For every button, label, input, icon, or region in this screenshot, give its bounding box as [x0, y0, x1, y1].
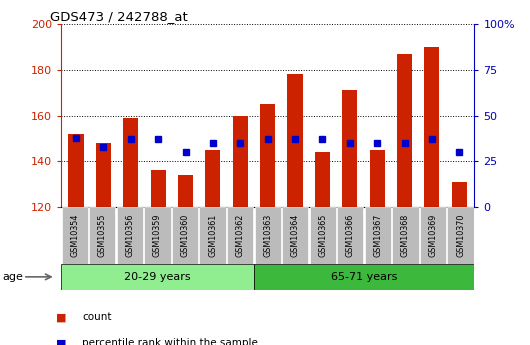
FancyBboxPatch shape	[89, 207, 116, 264]
FancyBboxPatch shape	[61, 207, 88, 264]
Text: 65-71 years: 65-71 years	[331, 272, 398, 282]
Text: GSM10364: GSM10364	[291, 214, 299, 257]
FancyBboxPatch shape	[337, 207, 364, 264]
Text: GSM10359: GSM10359	[153, 214, 162, 257]
Text: ■: ■	[56, 313, 66, 322]
FancyBboxPatch shape	[172, 207, 198, 264]
Bar	[233, 116, 248, 207]
FancyBboxPatch shape	[365, 207, 391, 264]
Bar	[151, 170, 166, 207]
Text: GSM10355: GSM10355	[98, 214, 107, 257]
Text: GSM10362: GSM10362	[236, 214, 244, 257]
Text: percentile rank within the sample: percentile rank within the sample	[82, 338, 258, 345]
Bar	[68, 134, 84, 207]
Bar	[96, 143, 111, 207]
Text: GSM10365: GSM10365	[319, 214, 327, 257]
FancyBboxPatch shape	[144, 207, 171, 264]
Text: GSM10363: GSM10363	[263, 214, 272, 257]
FancyBboxPatch shape	[117, 207, 143, 264]
FancyBboxPatch shape	[447, 207, 474, 264]
FancyBboxPatch shape	[282, 207, 308, 264]
Bar	[397, 54, 412, 207]
Bar	[425, 47, 439, 207]
Bar	[315, 152, 330, 207]
Text: GDS473 / 242788_at: GDS473 / 242788_at	[50, 10, 188, 23]
Text: GSM10369: GSM10369	[429, 214, 437, 257]
Text: count: count	[82, 313, 112, 322]
FancyBboxPatch shape	[61, 264, 254, 290]
Bar	[178, 175, 193, 207]
FancyBboxPatch shape	[310, 207, 336, 264]
Text: GSM10360: GSM10360	[181, 214, 189, 257]
Text: GSM10361: GSM10361	[208, 214, 217, 257]
Text: GSM10356: GSM10356	[126, 214, 134, 257]
Bar	[342, 90, 357, 207]
Bar	[260, 104, 275, 207]
Text: GSM10367: GSM10367	[374, 214, 382, 257]
FancyBboxPatch shape	[254, 264, 474, 290]
Text: ■: ■	[56, 338, 66, 345]
FancyBboxPatch shape	[420, 207, 446, 264]
Text: 20-29 years: 20-29 years	[124, 272, 191, 282]
Text: age: age	[3, 272, 23, 282]
Bar	[123, 118, 138, 207]
Text: GSM10368: GSM10368	[401, 214, 410, 257]
FancyBboxPatch shape	[199, 207, 226, 264]
Text: GSM10370: GSM10370	[456, 214, 465, 257]
Bar	[369, 150, 385, 207]
Bar	[287, 75, 303, 207]
FancyBboxPatch shape	[254, 207, 281, 264]
Bar	[452, 182, 467, 207]
FancyBboxPatch shape	[227, 207, 253, 264]
Bar	[205, 150, 220, 207]
Text: GSM10366: GSM10366	[346, 214, 355, 257]
FancyBboxPatch shape	[392, 207, 419, 264]
Text: GSM10354: GSM10354	[70, 214, 79, 257]
